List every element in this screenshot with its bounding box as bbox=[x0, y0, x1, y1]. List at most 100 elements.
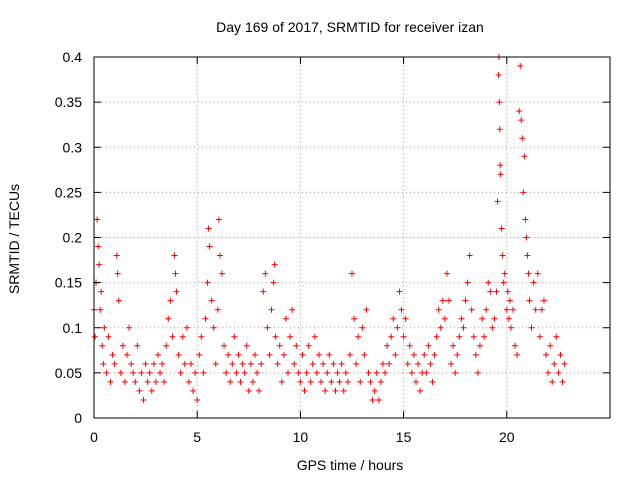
data-point bbox=[251, 351, 258, 358]
data-point bbox=[138, 369, 145, 376]
data-point bbox=[520, 189, 527, 196]
data-point bbox=[425, 342, 432, 349]
data-point bbox=[462, 297, 469, 304]
data-point bbox=[92, 333, 99, 340]
data-point bbox=[260, 288, 267, 295]
data-point bbox=[194, 396, 201, 403]
data-point bbox=[342, 369, 349, 376]
data-point bbox=[493, 288, 500, 295]
data-point bbox=[165, 315, 172, 322]
data-point bbox=[450, 342, 457, 349]
data-point bbox=[507, 324, 514, 331]
data-point bbox=[561, 360, 568, 367]
data-point bbox=[206, 243, 213, 250]
data-point bbox=[553, 333, 560, 340]
data-point bbox=[332, 387, 339, 394]
data-point bbox=[396, 288, 403, 295]
data-point bbox=[412, 378, 419, 385]
data-point bbox=[231, 333, 238, 340]
data-point bbox=[305, 342, 312, 349]
data-point bbox=[371, 387, 378, 394]
data-point bbox=[408, 369, 415, 376]
data-point bbox=[441, 315, 448, 322]
data-point bbox=[177, 369, 184, 376]
data-point bbox=[427, 360, 434, 367]
data-point bbox=[175, 351, 182, 358]
data-point bbox=[214, 306, 221, 313]
data-point bbox=[216, 252, 223, 259]
data-point bbox=[547, 342, 554, 349]
data-point bbox=[96, 261, 103, 268]
y-tick-label: 0.05 bbox=[55, 365, 82, 381]
data-point bbox=[373, 369, 380, 376]
data-point bbox=[152, 378, 159, 385]
data-point bbox=[188, 360, 195, 367]
data-point bbox=[390, 315, 397, 322]
data-point bbox=[559, 378, 566, 385]
data-point bbox=[557, 351, 564, 358]
data-point bbox=[173, 288, 180, 295]
data-point bbox=[328, 378, 335, 385]
data-point bbox=[179, 333, 186, 340]
data-point bbox=[109, 351, 116, 358]
x-tick-label: 10 bbox=[293, 429, 309, 445]
data-point bbox=[394, 324, 401, 331]
data-point bbox=[379, 360, 386, 367]
data-point bbox=[163, 342, 170, 349]
data-point bbox=[192, 369, 199, 376]
data-point bbox=[318, 378, 325, 385]
data-point bbox=[221, 342, 228, 349]
data-point bbox=[97, 306, 104, 313]
data-point bbox=[392, 351, 399, 358]
data-point bbox=[517, 63, 524, 70]
axis-ticks bbox=[93, 56, 610, 419]
data-point bbox=[204, 279, 211, 286]
data-point bbox=[159, 360, 166, 367]
data-point bbox=[472, 351, 479, 358]
data-point bbox=[334, 369, 341, 376]
data-point bbox=[239, 360, 246, 367]
data-point bbox=[365, 369, 372, 376]
data-point bbox=[157, 369, 164, 376]
data-point bbox=[144, 378, 151, 385]
data-point bbox=[205, 225, 212, 232]
data-point bbox=[136, 387, 143, 394]
x-tick-label: 5 bbox=[193, 429, 201, 445]
y-tick-label: 0.2 bbox=[63, 230, 83, 246]
data-point bbox=[534, 270, 541, 277]
data-point bbox=[264, 324, 271, 331]
data-point bbox=[167, 297, 174, 304]
data-point bbox=[190, 387, 197, 394]
data-point bbox=[280, 351, 287, 358]
data-point bbox=[524, 252, 531, 259]
data-point bbox=[114, 270, 121, 277]
data-point bbox=[353, 360, 360, 367]
data-point bbox=[303, 369, 310, 376]
y-tick-label: 0.25 bbox=[55, 184, 82, 200]
data-point bbox=[198, 333, 205, 340]
data-point bbox=[243, 342, 250, 349]
data-point bbox=[330, 360, 337, 367]
data-point bbox=[324, 369, 331, 376]
data-point bbox=[388, 333, 395, 340]
data-point bbox=[107, 378, 114, 385]
data-point bbox=[384, 342, 391, 349]
data-point bbox=[289, 306, 296, 313]
data-point bbox=[225, 351, 232, 358]
x-tick-label: 20 bbox=[499, 429, 515, 445]
data-point bbox=[514, 351, 521, 358]
grid-lines bbox=[94, 57, 610, 418]
data-point bbox=[274, 360, 281, 367]
data-point bbox=[271, 261, 278, 268]
data-point bbox=[398, 306, 405, 313]
data-point bbox=[466, 252, 473, 259]
x-tick-labels: 0 5 10 15 20 bbox=[90, 429, 515, 445]
data-point bbox=[496, 99, 503, 106]
data-point bbox=[140, 396, 147, 403]
data-point bbox=[532, 306, 539, 313]
data-point bbox=[313, 369, 320, 376]
data-point bbox=[181, 360, 188, 367]
data-point bbox=[555, 369, 562, 376]
x-axis-label: GPS time / hours bbox=[297, 457, 404, 473]
